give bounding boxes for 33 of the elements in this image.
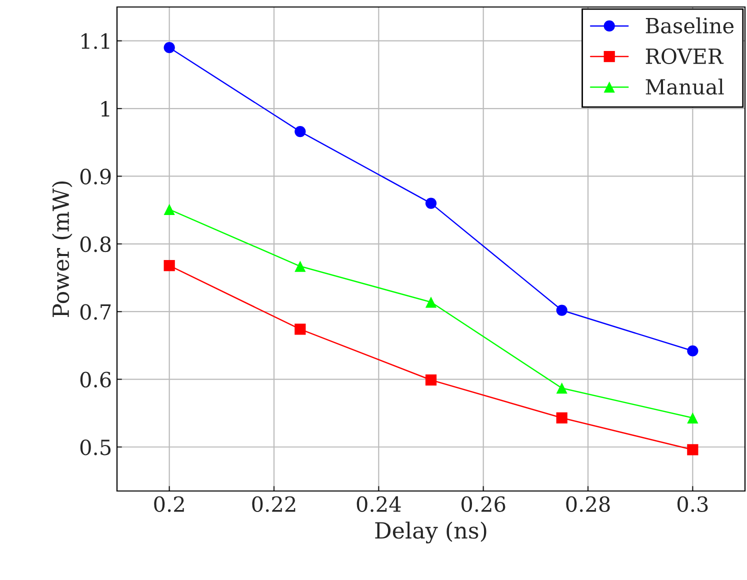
y-tick-label: 1.1	[82, 33, 110, 50]
x-tick-label: 0.3	[677, 496, 708, 512]
y-tick-label: 0.7	[80, 304, 111, 320]
x-tick-label: 0.26	[462, 496, 506, 512]
legend-label: ROVER	[646, 48, 724, 64]
point	[294, 260, 306, 272]
x-tick-label: 0.28	[566, 496, 610, 512]
point	[687, 412, 698, 424]
point	[164, 204, 175, 215]
point	[164, 260, 175, 272]
y-tick-label: 0.8	[80, 236, 111, 252]
point	[687, 345, 698, 356]
point	[556, 412, 568, 424]
legend-label: Manual	[646, 78, 724, 95]
x-tick-label: 0.22	[252, 496, 296, 512]
y-tick-label: 0.9	[80, 168, 111, 184]
point	[294, 126, 306, 138]
legend-label: Baseline	[646, 17, 734, 34]
x-tick-label: 0.24	[356, 496, 401, 512]
point	[425, 296, 437, 308]
point	[556, 382, 568, 394]
y-axis-title: Power (mW)	[52, 181, 72, 318]
point	[164, 42, 175, 54]
x-tick-label: 0.2	[154, 496, 184, 512]
point	[687, 444, 698, 456]
point	[294, 324, 306, 335]
point	[556, 304, 568, 316]
y-tick-label: 0.6	[80, 372, 111, 388]
x-axis-title: Delay (ns)	[375, 522, 486, 544]
y-tick-label: 0.5	[80, 439, 111, 456]
point	[425, 374, 437, 386]
y-tick-label: 1	[101, 100, 110, 116]
point	[425, 198, 437, 209]
